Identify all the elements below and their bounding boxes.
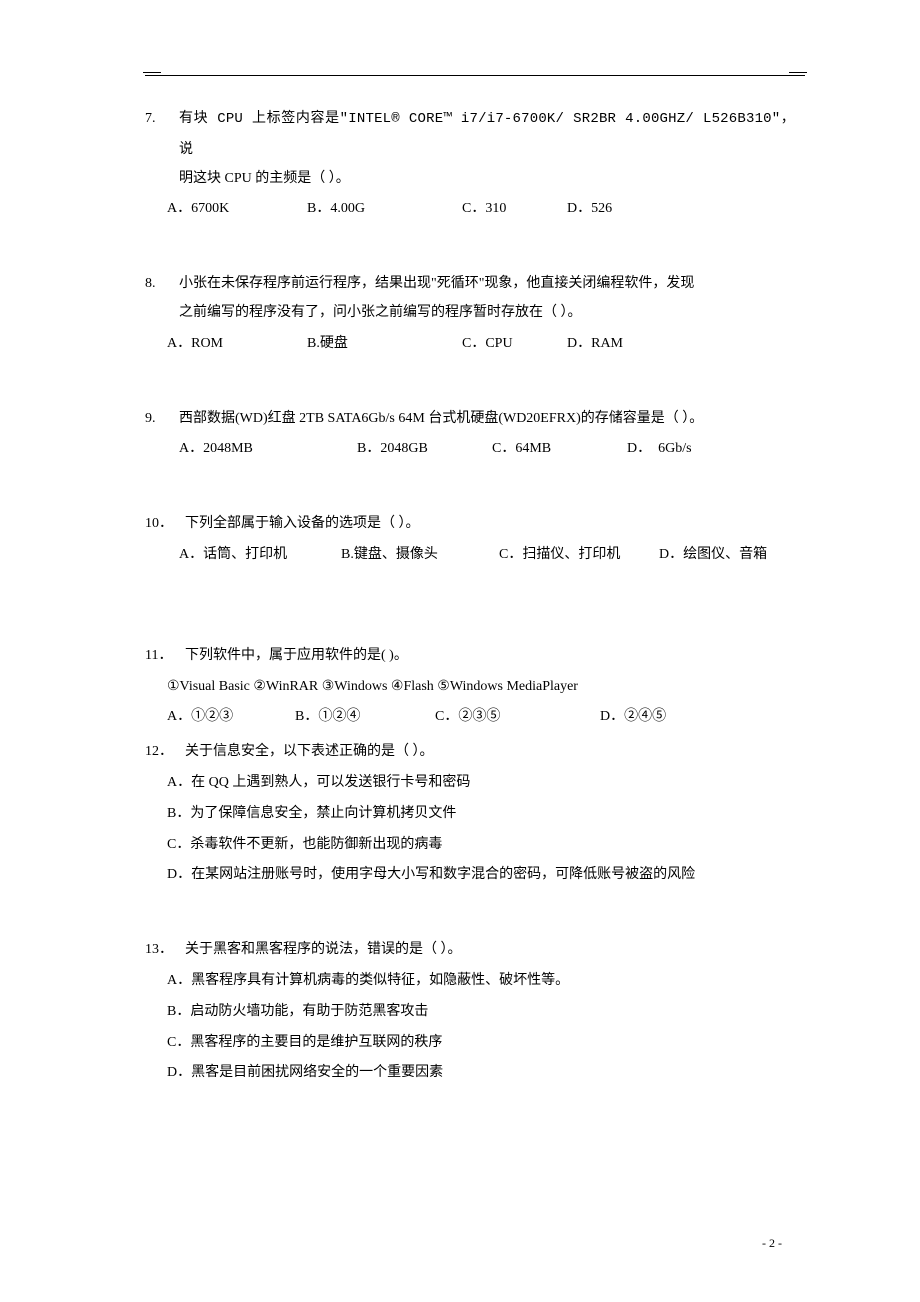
option-c: C．64MB [492,434,627,465]
question-number: 7. [145,104,179,166]
option-a: A．6700K [167,194,307,225]
option-c: C．②③⑤ [435,702,600,733]
option-a: A．话筒、打印机 [179,540,341,571]
option-d: D．RAM [567,329,623,360]
option-c: C．CPU [462,329,567,360]
question-stem: 关于黑客和黑客程序的说法，错误的是（ ）。 [185,935,795,966]
question-11: 11． 下列软件中，属于应用软件的是( )。 ①Visual Basic ②Wi… [145,641,795,733]
option-c: C．310 [462,194,567,225]
question-stem-line-1: 小张在未保存程序前运行程序，结果出现"死循环"现象，他直接关闭编程软件，发现 [179,269,795,300]
option-d: D．黑客是目前困扰网络安全的一个重要因素 [167,1058,795,1089]
option-b: B．启动防火墙功能，有助于防范黑客攻击 [167,997,795,1028]
option-d: D．绘图仪、音箱 [659,540,767,571]
question-stem: 下列全部属于输入设备的选项是（ ）。 [185,509,795,540]
question-stem-line-2: 明这块 CPU 的主频是（ ）。 [179,164,795,195]
question-number: 9. [145,404,179,435]
option-b: B.硬盘 [307,329,462,360]
question-number: 8. [145,269,179,300]
question-12: 12． 关于信息安全，以下表述正确的是（ ）。 A．在 QQ 上遇到熟人，可以发… [145,737,795,891]
option-b: B.键盘、摄像头 [341,540,499,571]
option-a: A．2048MB [179,434,357,465]
page-number: - 2 - [762,1230,782,1256]
question-10: 10． 下列全部属于输入设备的选项是（ ）。 A．话筒、打印机 B.键盘、摄像头… [145,509,795,571]
option-a: A．黑客程序具有计算机病毒的类似特征，如隐蔽性、破坏性等。 [167,966,795,997]
question-13: 13． 关于黑客和黑客程序的说法，错误的是（ ）。 A．黑客程序具有计算机病毒的… [145,935,795,1089]
option-b: B．为了保障信息安全，禁止向计算机拷贝文件 [167,799,795,830]
question-stem-line-1: 有块 CPU 上标签内容是"INTEL® CORE™ i7/i7-6700K/ … [179,104,795,166]
question-number: 12． [145,737,185,768]
option-b: B．2048GB [357,434,492,465]
option-a: A．ROM [167,329,307,360]
option-c: C．杀毒软件不更新，也能防御新出现的病毒 [167,830,795,861]
option-b: B．①②④ [295,702,435,733]
option-d: D．②④⑤ [600,702,666,733]
header-divider [145,75,805,76]
question-number: 11． [145,641,185,672]
question-number: 10． [145,509,185,540]
question-stem: 西部数据(WD)红盘 2TB SATA6Gb/s 64M 台式机硬盘(WD20E… [179,404,795,435]
option-a: A．在 QQ 上遇到熟人，可以发送银行卡号和密码 [167,768,795,799]
option-c: C．扫描仪、打印机 [499,540,659,571]
option-b: B．4.00G [307,194,462,225]
question-8: 8. 小张在未保存程序前运行程序，结果出现"死循环"现象，他直接关闭编程软件，发… [145,269,795,359]
option-d: D． 6Gb/s [627,434,692,465]
question-9: 9. 西部数据(WD)红盘 2TB SATA6Gb/s 64M 台式机硬盘(WD… [145,404,795,466]
exam-page: 7. 有块 CPU 上标签内容是"INTEL® CORE™ i7/i7-6700… [0,0,920,1302]
question-stem-line-2: 之前编写的程序没有了，问小张之前编写的程序暂时存放在（ ）。 [179,298,795,329]
question-number: 13． [145,935,185,966]
question-stem: 下列软件中，属于应用软件的是( )。 [185,641,795,672]
question-7: 7. 有块 CPU 上标签内容是"INTEL® CORE™ i7/i7-6700… [145,104,795,225]
option-d: D．526 [567,194,612,225]
option-c: C．黑客程序的主要目的是维护互联网的秩序 [167,1028,795,1059]
option-a: A．①②③ [167,702,295,733]
option-d: D．在某网站注册账号时，使用字母大小写和数字混合的密码，可降低账号被盗的风险 [167,860,795,891]
question-stem: 关于信息安全，以下表述正确的是（ ）。 [185,737,795,768]
question-items: ①Visual Basic ②WinRAR ③Windows ④Flash ⑤W… [167,672,795,703]
